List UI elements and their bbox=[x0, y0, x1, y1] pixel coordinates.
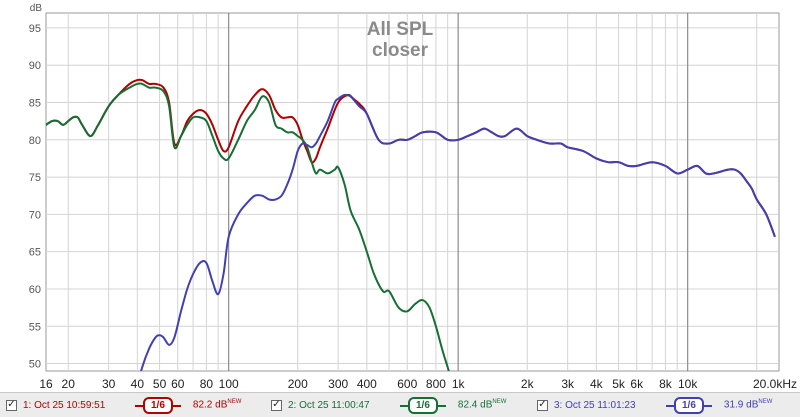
x-tick-labels: 16 20 30 40 50 60 80 100 200 300 400 600 800 1k 2k 3k 4k… bbox=[39, 377, 797, 391]
legend-item: ✓ 1: Oct 25 10:59:51 1/6 82.2 dBNEW bbox=[0, 393, 265, 417]
new-tag: NEW bbox=[492, 399, 507, 406]
legend-level-value: 82.2 dB bbox=[192, 399, 228, 411]
x-tick-label: 6k bbox=[630, 377, 644, 391]
x-tick-label: 1k bbox=[452, 377, 466, 391]
x-tick-label: 80 bbox=[200, 377, 214, 391]
x-tick-label: 20 bbox=[62, 377, 76, 391]
x-tick-label: 3k bbox=[561, 377, 575, 391]
x-tick-label: 8k bbox=[659, 377, 673, 391]
x-tick-label: 2k bbox=[521, 377, 535, 391]
legend-level-value: 82.4 dB bbox=[457, 399, 493, 411]
x-tick-label: 4k bbox=[590, 377, 604, 391]
x-tick-label: 50 bbox=[153, 377, 167, 391]
x-tick-label: 60 bbox=[171, 377, 185, 391]
new-tag: NEW bbox=[758, 399, 773, 406]
series-layer bbox=[46, 78, 776, 371]
legend-series-name[interactable]: 1: Oct 25 10:59:51 bbox=[23, 399, 106, 411]
series-line-2 bbox=[46, 82, 450, 371]
legend-checkbox[interactable]: ✓ bbox=[6, 399, 17, 411]
smoothing-badge[interactable]: 1/6 bbox=[666, 396, 712, 414]
y-axis-unit: dB bbox=[30, 3, 43, 14]
x-tick-label: 5k bbox=[612, 377, 626, 391]
x-tick-label: 100 bbox=[219, 377, 239, 391]
legend-series-name[interactable]: 2: Oct 25 11:00:47 bbox=[288, 399, 370, 411]
legend-checkbox[interactable]: ✓ bbox=[537, 399, 548, 411]
spl-chart-svg: 50 55 60 65 70 75 80 85 90 95 16 20 30 40 50 60 80 100 20… bbox=[29, 3, 797, 391]
legend-checkbox[interactable]: ✓ bbox=[271, 399, 282, 411]
x-tick-label: 400 bbox=[357, 377, 377, 391]
x-tick-label: 800 bbox=[426, 377, 446, 391]
x-tick-label: 40 bbox=[131, 377, 145, 391]
x-tick-label: 200 bbox=[288, 377, 308, 391]
x-tick-label: 20.0kHz bbox=[753, 377, 797, 391]
smoothing-badge[interactable]: 1/6 bbox=[135, 396, 181, 414]
y-tick-label: 60 bbox=[29, 284, 41, 296]
legend-level: 82.2 dBNEW bbox=[193, 399, 241, 410]
y-tick-label: 55 bbox=[29, 321, 41, 333]
smoothing-badge[interactable]: 1/6 bbox=[400, 396, 446, 414]
y-tick-label: 65 bbox=[29, 247, 41, 259]
legend-series-name[interactable]: 3: Oct 25 11:01:23 bbox=[554, 399, 636, 411]
x-tick-label: 300 bbox=[328, 377, 348, 391]
y-tick-label: 50 bbox=[29, 359, 41, 371]
spl-chart: 50 55 60 65 70 75 80 85 90 95 16 20 30 40 50 60 80 100 20… bbox=[29, 3, 797, 391]
legend-level-value: 31.9 dB bbox=[723, 399, 759, 411]
y-tick-label: 80 bbox=[29, 135, 41, 147]
legend-level: 31.9 dBNEW bbox=[724, 399, 772, 410]
x-tick-label: 30 bbox=[102, 377, 116, 391]
plot-area bbox=[45, 12, 780, 372]
y-tick-labels: 50 55 60 65 70 75 80 85 90 95 bbox=[29, 23, 41, 371]
x-tick-label: 10k bbox=[678, 377, 698, 391]
y-tick-label: 70 bbox=[29, 209, 41, 221]
new-tag: NEW bbox=[227, 399, 242, 406]
legend-bar: ✓ 1: Oct 25 10:59:51 1/6 82.2 dBNEW ✓ 2:… bbox=[0, 392, 800, 417]
x-tick-label: 600 bbox=[397, 377, 417, 391]
y-tick-label: 90 bbox=[29, 60, 41, 72]
x-tick-label: 16 bbox=[39, 377, 53, 391]
chart-subtitle: closer bbox=[372, 40, 429, 61]
series-line-3 bbox=[140, 93, 776, 371]
y-tick-label: 95 bbox=[29, 23, 41, 35]
legend-item: ✓ 3: Oct 25 11:01:23 1/6 31.9 dBNEW bbox=[531, 393, 800, 417]
chart-title: All SPL bbox=[367, 19, 434, 40]
y-gridlines bbox=[46, 27, 779, 365]
x-gridlines bbox=[67, 13, 758, 371]
y-tick-label: 75 bbox=[29, 172, 41, 184]
y-tick-label: 85 bbox=[29, 98, 41, 110]
legend-level: 82.4 dBNEW bbox=[458, 399, 506, 410]
legend-item: ✓ 2: Oct 25 11:00:47 1/6 82.4 dBNEW bbox=[265, 393, 531, 417]
